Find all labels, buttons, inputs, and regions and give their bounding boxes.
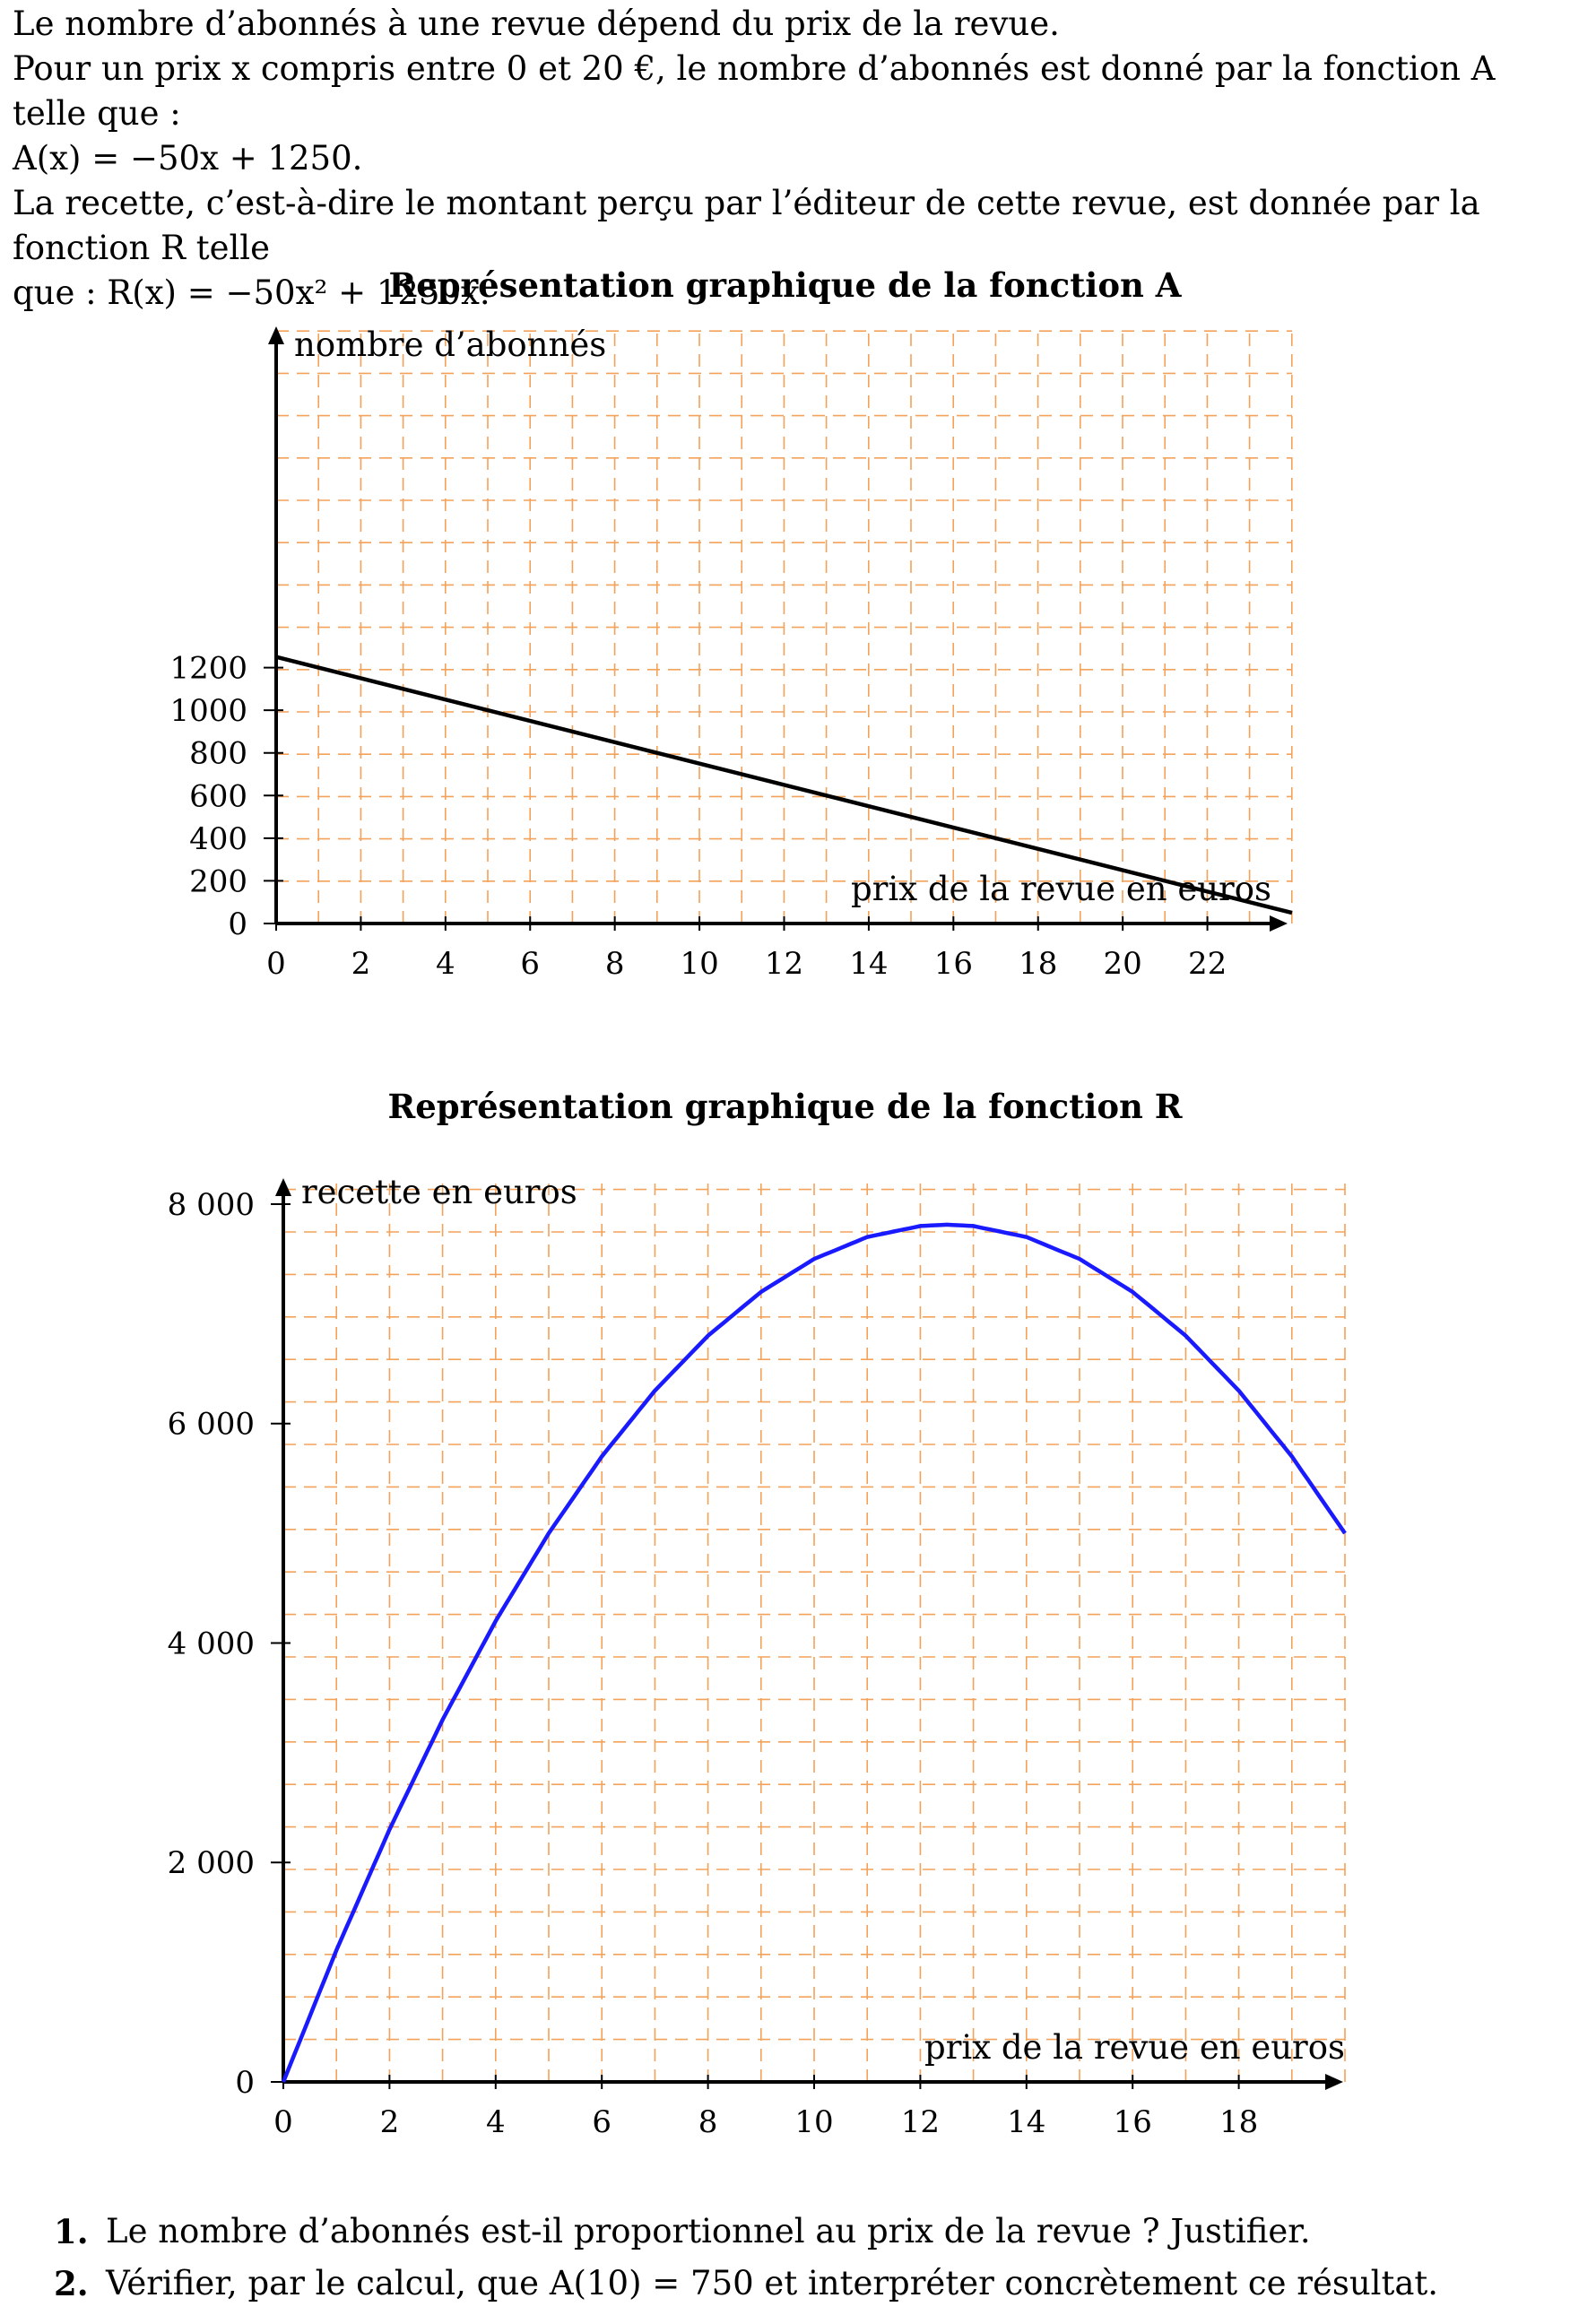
y-tick-label: 2 000: [168, 1845, 255, 1881]
intro-text: Le nombre d’abonnés à une revue dépend d…: [13, 2, 1559, 316]
x-tick-label: 10: [794, 2104, 833, 2140]
x-axis-label: prix de la revue en euros: [924, 2028, 1345, 2067]
question-1: 1. Le nombre d’abonnés est-il proportion…: [54, 2206, 1533, 2258]
x-tick-label: 20: [1104, 946, 1142, 982]
x-tick-label: 14: [1007, 2104, 1045, 2140]
x-tick-label: 10: [680, 946, 718, 982]
y-tick-label: 600: [189, 778, 247, 814]
chart-r-title: Représentation graphique de la fonction …: [387, 1087, 1183, 1126]
x-tick-label: 16: [934, 946, 973, 982]
y-tick-label: 4 000: [168, 1626, 255, 1661]
x-tick-label: 8: [605, 946, 625, 982]
x-tick-label: 4: [486, 2104, 506, 2140]
x-tick-label: 8: [698, 2104, 718, 2140]
x-tick-label: 6: [520, 946, 540, 982]
x-tick-label: 2: [351, 946, 371, 982]
intro-line-5: que : R(x) = −50x² + 1250x.: [13, 273, 490, 312]
questions: 1. Le nombre d’abonnés est-il proportion…: [54, 2206, 1533, 2310]
x-tick-label: 18: [1019, 946, 1057, 982]
x-axis-arrow-icon: [1270, 915, 1288, 932]
x-tick-label: 18: [1219, 2104, 1258, 2140]
intro-line-1: Le nombre d’abonnés à une revue dépend d…: [13, 4, 1060, 43]
x-tick-label: 0: [273, 2104, 293, 2140]
y-tick-label: 1000: [169, 693, 247, 729]
chart-a-title: Représentation graphique de la fonction …: [388, 265, 1182, 305]
y-tick-label: 400: [189, 821, 247, 857]
y-axis-label: nombre d’abonnés: [294, 325, 606, 364]
x-axis-label: prix de la revue en euros: [851, 870, 1271, 908]
question-2: 2. Vérifier, par le calcul, que A(10) = …: [54, 2258, 1533, 2310]
y-tick-label: 1200: [169, 651, 247, 687]
y-tick-label: 6 000: [168, 1407, 255, 1443]
y-axis-arrow-icon: [268, 326, 284, 344]
x-tick-label: 6: [592, 2104, 612, 2140]
question-number: 1.: [54, 2212, 89, 2251]
x-tick-label: 12: [901, 2104, 940, 2140]
chart-a: 0 2 4 6 8 10 12 14 16 18 20 22 0 200 400 600 800 1000 1200…: [169, 325, 1293, 982]
intro-line-3: A(x) = −50x + 1250.: [13, 139, 363, 178]
chart-r: 0 2 4 6 8 10 12 14 16 18 0 2 000 4 000 6 000 8 000 rece…: [168, 1173, 1347, 2140]
series-line: [281, 1222, 1347, 2083]
y-axis-label: recette en euros: [301, 1173, 577, 1211]
question-number: 2.: [54, 2264, 89, 2303]
y-tick-label: 0: [228, 906, 247, 942]
intro-line-2: Pour un prix x compris entre 0 et 20 €, …: [13, 49, 1496, 133]
x-tick-label: 22: [1188, 946, 1227, 982]
question-text: Vérifier, par le calcul, que A(10) = 750…: [106, 2264, 1439, 2302]
question-text: Le nombre d’abonnés est-il proportionnel…: [106, 2212, 1311, 2250]
y-tick-label: 8 000: [168, 1187, 255, 1223]
y-tick-label: 0: [235, 2065, 255, 2101]
x-tick-label: 14: [849, 946, 888, 982]
x-tick-label: 12: [765, 946, 803, 982]
series-line: [275, 655, 1293, 915]
intro-line-4: La recette, c’est-à-dire le montant perç…: [13, 184, 1480, 267]
y-axis-arrow-icon: [275, 1178, 291, 1196]
x-axis-arrow-icon: [1325, 2074, 1343, 2090]
x-tick-label: 16: [1114, 2104, 1152, 2140]
x-tick-label: 0: [266, 946, 286, 982]
y-tick-label: 800: [189, 736, 247, 772]
x-tick-label: 2: [380, 2104, 400, 2140]
x-tick-label: 4: [436, 946, 455, 982]
y-tick-label: 200: [189, 863, 247, 899]
